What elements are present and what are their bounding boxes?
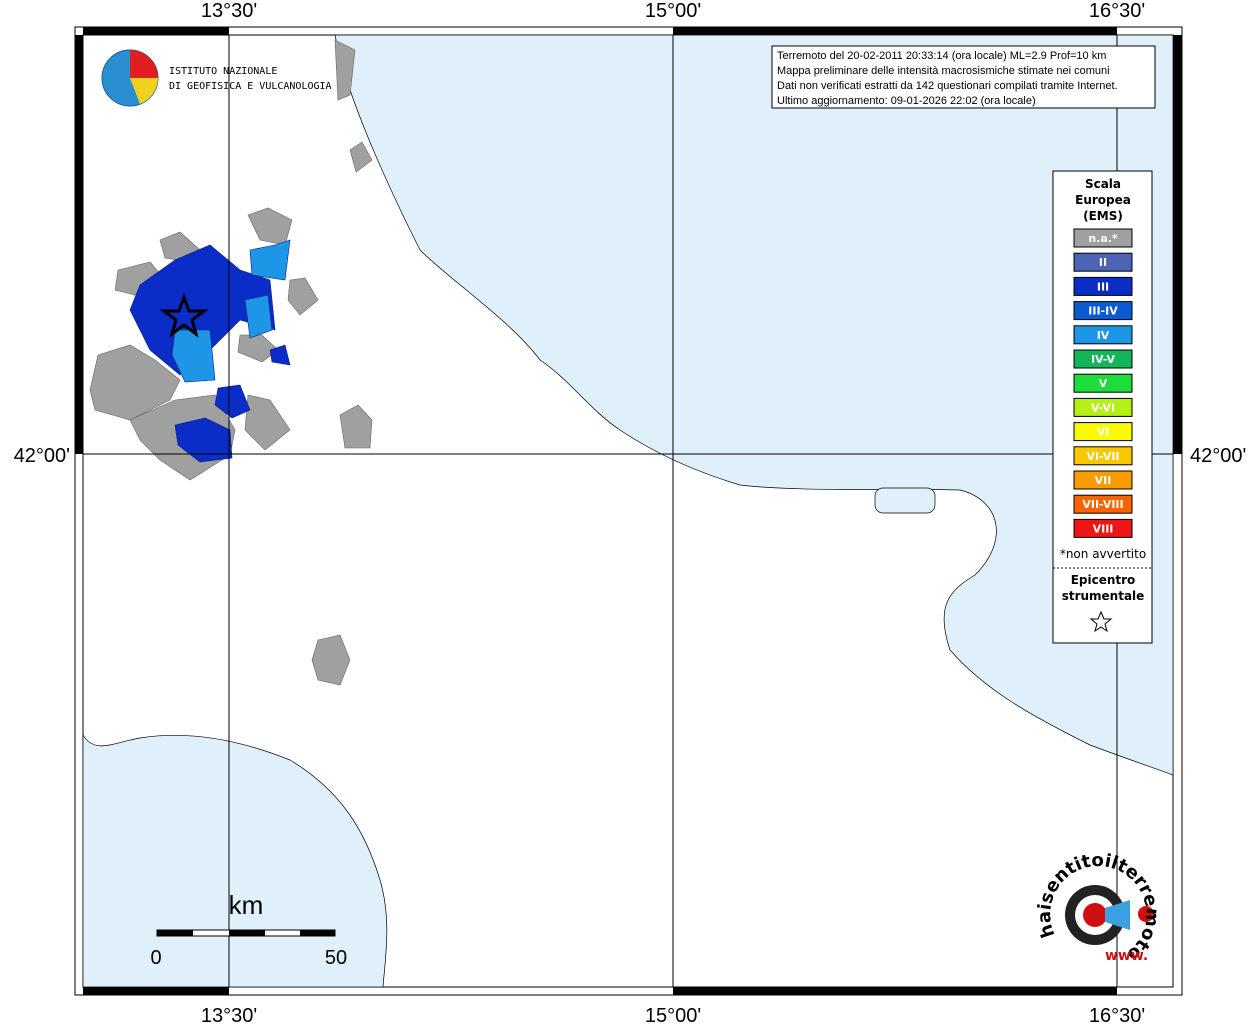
legend-title: Europea <box>1075 193 1131 207</box>
legend-label: VI-VII <box>1086 450 1119 463</box>
legend-label: VII-VIII <box>1082 498 1123 511</box>
lon-label: 13°30' <box>201 0 257 22</box>
legend-epicenter: strumentale <box>1062 589 1145 603</box>
legend-label: IV <box>1097 329 1110 342</box>
legend-label: VII <box>1095 474 1112 487</box>
legend: ScalaEuropea(EMS)n.a.*IIIIIIII-IVIVIV-VV… <box>1052 170 1153 644</box>
lat-label: 42°00' <box>1190 445 1246 467</box>
info-line: Dati non verificati estratti da 142 ques… <box>777 80 1118 92</box>
scale-tick: 50 <box>325 947 347 969</box>
legend-label: IV-V <box>1091 353 1116 366</box>
tyrrhenian-sea <box>82 733 388 988</box>
info-box <box>771 45 1156 109</box>
legend-label: V <box>1099 377 1108 390</box>
lat-label: 42°00' <box>14 445 70 467</box>
legend-title: (EMS) <box>1083 209 1123 223</box>
lon-label: 15°00' <box>645 0 701 22</box>
legend-label: II <box>1099 256 1107 269</box>
site-prefix: www. <box>1105 948 1148 964</box>
legend-swatch <box>1073 276 1133 296</box>
info-line: Ultimo aggiornamento: 09-01-2026 22:02 (… <box>777 95 1036 107</box>
institute-name: DI GEOFISICA E VULCANOLOGIA <box>169 81 332 92</box>
scale-bar <box>156 929 336 937</box>
legend-swatch <box>1073 325 1133 345</box>
info-line: Mappa preliminare delle intensità macros… <box>777 65 1110 77</box>
legend-swatch <box>1073 422 1133 442</box>
legend-swatch <box>1073 252 1133 272</box>
legend-label: III <box>1097 280 1109 293</box>
legend-label: n.a.* <box>1088 232 1118 245</box>
info-line: Terremoto del 20-02-2011 20:33:14 (ora l… <box>777 50 1106 62</box>
legend-swatch <box>1073 228 1133 248</box>
scale-tick: 0 <box>150 947 161 969</box>
legend-swatch <box>1073 349 1133 369</box>
ingv-globe-sector <box>130 78 158 104</box>
legend-label: VIII <box>1093 522 1114 535</box>
legend-label: V-VI <box>1091 401 1115 414</box>
scale-unit: km <box>229 890 264 920</box>
legend-swatch <box>1073 446 1133 466</box>
legend-swatch <box>1073 518 1133 538</box>
adriatic-sea <box>334 34 1174 776</box>
frame-bars <box>75 27 1182 995</box>
lagoon <box>874 487 936 514</box>
ingv-globe-sector <box>130 50 158 78</box>
legend-label: III-IV <box>1088 305 1118 318</box>
institute-name: ISTITUTO NAZIONALE <box>169 66 277 77</box>
legend-label: VI <box>1097 426 1110 439</box>
legend-epicenter: Epicentro <box>1071 573 1136 587</box>
lon-label: 15°00' <box>645 1005 701 1024</box>
legend-title: Scala <box>1085 177 1121 191</box>
legend-note: *non avvertito <box>1060 547 1146 561</box>
epicenter-star <box>159 292 209 338</box>
legend-swatch <box>1073 301 1133 321</box>
legend-swatch <box>1073 373 1133 393</box>
legend-swatch <box>1073 397 1133 417</box>
legend-swatch <box>1073 470 1133 490</box>
lon-label: 13°30' <box>201 1005 257 1024</box>
lon-label: 16°30' <box>1089 1005 1145 1024</box>
legend-star <box>1089 610 1113 633</box>
legend-swatch <box>1073 494 1133 514</box>
lon-label: 16°30' <box>1089 0 1145 22</box>
